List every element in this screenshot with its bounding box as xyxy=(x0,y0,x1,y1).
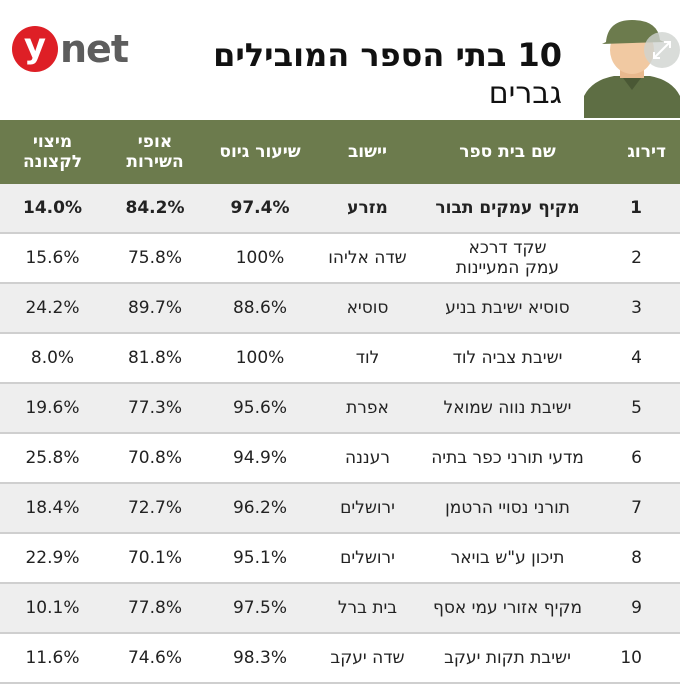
table-cell: 88.6% xyxy=(205,283,315,334)
table-row: 3 סוסיא ישיבת בניע סוסיא 88.6% 89.7% 24.2% xyxy=(0,283,680,334)
table-cell: תיכון ע"ש בויאר xyxy=(420,533,595,584)
ranking-table: דירוג שם בית ספר יישוב שיעור גיוס אופי השירות… xyxy=(0,120,680,684)
column-header: יישוב xyxy=(315,120,420,184)
table-cell: 95.1% xyxy=(205,533,315,584)
table-cell: 1 xyxy=(595,184,680,234)
table-cell: 97.4% xyxy=(205,184,315,234)
table-cell: 75.8% xyxy=(105,233,205,284)
table-cell: 81.8% xyxy=(105,333,205,384)
table-cell: 84.2% xyxy=(105,184,205,234)
column-header-line: מיצוי xyxy=(32,132,73,152)
column-header-line: השירות xyxy=(126,152,184,172)
table-cell: מזרע xyxy=(315,184,420,234)
table-cell: 74.6% xyxy=(105,633,205,684)
table-row: 1 מקיף עמקים תבור מזרע 97.4% 84.2% 14.0% xyxy=(0,184,680,234)
column-header: אופי השירות xyxy=(105,120,205,184)
table-cell: 70.1% xyxy=(105,533,205,584)
table-cell: רעננה xyxy=(315,433,420,484)
logo: y net xyxy=(12,26,129,72)
table-row: 2 שקד דרכא עמק המעיינות שדה אליהו 100% 75.8% 1… xyxy=(0,233,680,284)
logo-word: net xyxy=(60,27,129,71)
table-cell: 3 xyxy=(595,283,680,334)
table-cell: 100% xyxy=(205,233,315,284)
table-row: 6 מדעי תורני כפר בתיה רעננה 94.9% 70.8% 25.8% xyxy=(0,433,680,484)
table-cell: 24.2% xyxy=(0,283,105,334)
table-cell: שקד דרכא עמק המעיינות xyxy=(420,233,595,284)
table-cell: ירושלים xyxy=(315,533,420,584)
table-cell: 96.2% xyxy=(205,483,315,534)
table-cell: ישיבת נווה שמואל xyxy=(420,383,595,434)
soldier-icon xyxy=(584,20,680,118)
table-cell: לוד xyxy=(315,333,420,384)
table-cell: 72.7% xyxy=(105,483,205,534)
table-cell: סוסיא xyxy=(315,283,420,334)
table-cell: 77.3% xyxy=(105,383,205,434)
column-header: שיעור גיוס xyxy=(205,120,315,184)
table-cell: 10.1% xyxy=(0,583,105,634)
table-cell: בית ברל xyxy=(315,583,420,634)
table-cell: 4 xyxy=(595,333,680,384)
table-row: 5 ישיבת נווה שמואל אפרת 95.6% 77.3% 19.6% xyxy=(0,383,680,434)
table-cell: סוסיא ישיבת בניע xyxy=(420,283,595,334)
table-cell: 70.8% xyxy=(105,433,205,484)
table-cell: ירושלים xyxy=(315,483,420,534)
table-cell: ישיבת תקות יעקב xyxy=(420,633,595,684)
table-row: 7 תורני נסויי הרטמן ירושלים 96.2% 72.7% 18.4% xyxy=(0,483,680,534)
table-row: 9 מקיף אזורי עמי אסף בית ברל 97.5% 77.8% 10.1… xyxy=(0,583,680,634)
table-cell: 25.8% xyxy=(0,433,105,484)
table-cell: 5 xyxy=(595,383,680,434)
table-cell: 15.6% xyxy=(0,233,105,284)
table-row: 10 ישיבת תקות יעקב שדה יעקב 98.3% 74.6% 11.6% xyxy=(0,633,680,684)
table-cell: 89.7% xyxy=(105,283,205,334)
table-cell: 7 xyxy=(595,483,680,534)
header-row: דירוג שם בית ספר יישוב שיעור גיוס אופי השירות… xyxy=(0,120,680,184)
table-cell: 14.0% xyxy=(0,184,105,234)
table-cell: תורני נסויי הרטמן xyxy=(420,483,595,534)
table-cell: 2 xyxy=(595,233,680,284)
table-cell: 77.8% xyxy=(105,583,205,634)
subtitle: גברים xyxy=(488,76,562,111)
table-cell: 98.3% xyxy=(205,633,315,684)
table-cell: 22.9% xyxy=(0,533,105,584)
table-cell: מדעי תורני כפר בתיה xyxy=(420,433,595,484)
table-cell: 8 xyxy=(595,533,680,584)
table-cell: 100% xyxy=(205,333,315,384)
column-header: שם בית ספר xyxy=(420,120,595,184)
table-cell: 18.4% xyxy=(0,483,105,534)
table-cell: 8.0% xyxy=(0,333,105,384)
table-cell-line: שקד דרכא xyxy=(468,237,547,258)
table-cell: 10 xyxy=(595,633,680,684)
table-cell: מקיף עמקים תבור xyxy=(420,184,595,234)
table-cell: ישיבת צביה לוד xyxy=(420,333,595,384)
table-cell: 97.5% xyxy=(205,583,315,634)
table-cell: 19.6% xyxy=(0,383,105,434)
table-cell: שדה אליהו xyxy=(315,233,420,284)
table-cell: 9 xyxy=(595,583,680,634)
logo-letter: y xyxy=(12,26,58,72)
table-cell: 95.6% xyxy=(205,383,315,434)
table-cell: אפרת xyxy=(315,383,420,434)
table-cell: מקיף אזורי עמי אסף xyxy=(420,583,595,634)
table-cell: 94.9% xyxy=(205,433,315,484)
title: 10 בתי הספר המובילים xyxy=(213,36,562,74)
column-header-line: אופי xyxy=(137,132,173,152)
table-cell: שדה יעקב xyxy=(315,633,420,684)
table-cell: 6 xyxy=(595,433,680,484)
column-header: דירוג xyxy=(595,120,680,184)
table-cell-line: עמק המעיינות xyxy=(455,258,560,278)
table-row: 4 ישיבת צביה לוד לוד 100% 81.8% 8.0% xyxy=(0,333,680,384)
column-header-line: לקצונה xyxy=(22,152,83,172)
column-header: מיצוי לקצונה xyxy=(0,120,105,184)
header: y net 10 בתי הספר המובילים גברים xyxy=(0,0,680,118)
table-cell: 11.6% xyxy=(0,633,105,684)
table-row: 8 תיכון ע"ש בויאר ירושלים 95.1% 70.1% 22.9% xyxy=(0,533,680,584)
